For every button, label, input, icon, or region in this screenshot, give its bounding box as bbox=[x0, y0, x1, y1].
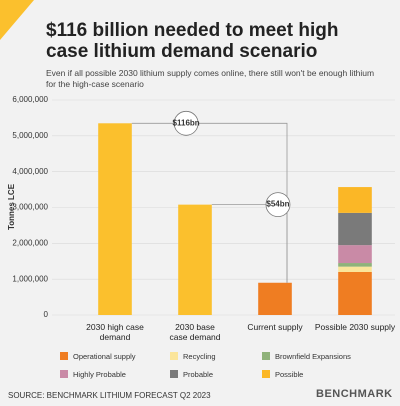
corner-decoration bbox=[0, 0, 34, 40]
x-tick-label: Possible 2030 supply bbox=[314, 322, 396, 332]
legend-item: Operational supply bbox=[60, 352, 136, 361]
x-tick-label: 2030 high case demand bbox=[86, 322, 144, 342]
legend-swatch bbox=[60, 352, 68, 360]
x-tick-label: 2030 base case demand bbox=[169, 322, 221, 342]
logo: BENCHMARK bbox=[316, 388, 393, 400]
bar bbox=[178, 204, 212, 315]
legend-label: Brownfield Expansions bbox=[275, 352, 351, 361]
legend-item: Brownfield Expansions bbox=[262, 352, 351, 361]
bar bbox=[98, 123, 132, 316]
chart-title: $116 billion needed to meet high case li… bbox=[46, 20, 339, 62]
annotation-circle bbox=[173, 110, 199, 136]
y-tick-label: 4,000,000 bbox=[12, 167, 48, 176]
annotation: $116bn bbox=[173, 118, 200, 127]
legend-item: Probable bbox=[170, 370, 213, 379]
x-tick-label: Current supply bbox=[247, 322, 303, 332]
stack-segment bbox=[338, 272, 372, 315]
annotation-circle bbox=[265, 192, 291, 218]
legend-item: Possible bbox=[262, 370, 303, 379]
legend-swatch bbox=[60, 370, 68, 378]
chart-subtitle: Even if all possible 2030 lithium supply… bbox=[46, 68, 375, 89]
stack-segment bbox=[338, 187, 372, 213]
legend-label: Probable bbox=[183, 370, 214, 379]
stack-segment bbox=[338, 266, 372, 272]
annotation: $54bn bbox=[266, 200, 289, 209]
y-tick-label: 3,000,000 bbox=[12, 203, 48, 212]
stack-segment bbox=[338, 263, 372, 267]
y-tick-label: 6,000,000 bbox=[12, 95, 48, 104]
stack-segment bbox=[338, 245, 372, 264]
legend-label: Possible bbox=[275, 370, 304, 379]
source: SOURCE: BENCHMARK LITHIUM FORECAST Q2 20… bbox=[8, 391, 211, 400]
y-axis-label: Tonnes LCE bbox=[7, 183, 16, 230]
legend-item: Recycling bbox=[170, 352, 216, 361]
legend-swatch bbox=[262, 352, 270, 360]
stack-segment bbox=[338, 212, 372, 246]
legend-item: Highly Probable bbox=[60, 370, 126, 379]
legend-label: Highly Probable bbox=[73, 370, 126, 379]
legend-swatch bbox=[262, 370, 270, 378]
y-tick-label: 2,000,000 bbox=[12, 238, 48, 247]
y-tick-label: 5,000,000 bbox=[12, 131, 48, 140]
y-tick-label: 1,000,000 bbox=[12, 274, 48, 283]
y-tick-label: 0 bbox=[44, 310, 49, 319]
bar bbox=[258, 282, 292, 315]
legend-label: Operational supply bbox=[73, 352, 136, 361]
legend-swatch bbox=[170, 370, 178, 378]
legend-swatch bbox=[170, 352, 178, 360]
legend-label: Recycling bbox=[183, 352, 216, 361]
